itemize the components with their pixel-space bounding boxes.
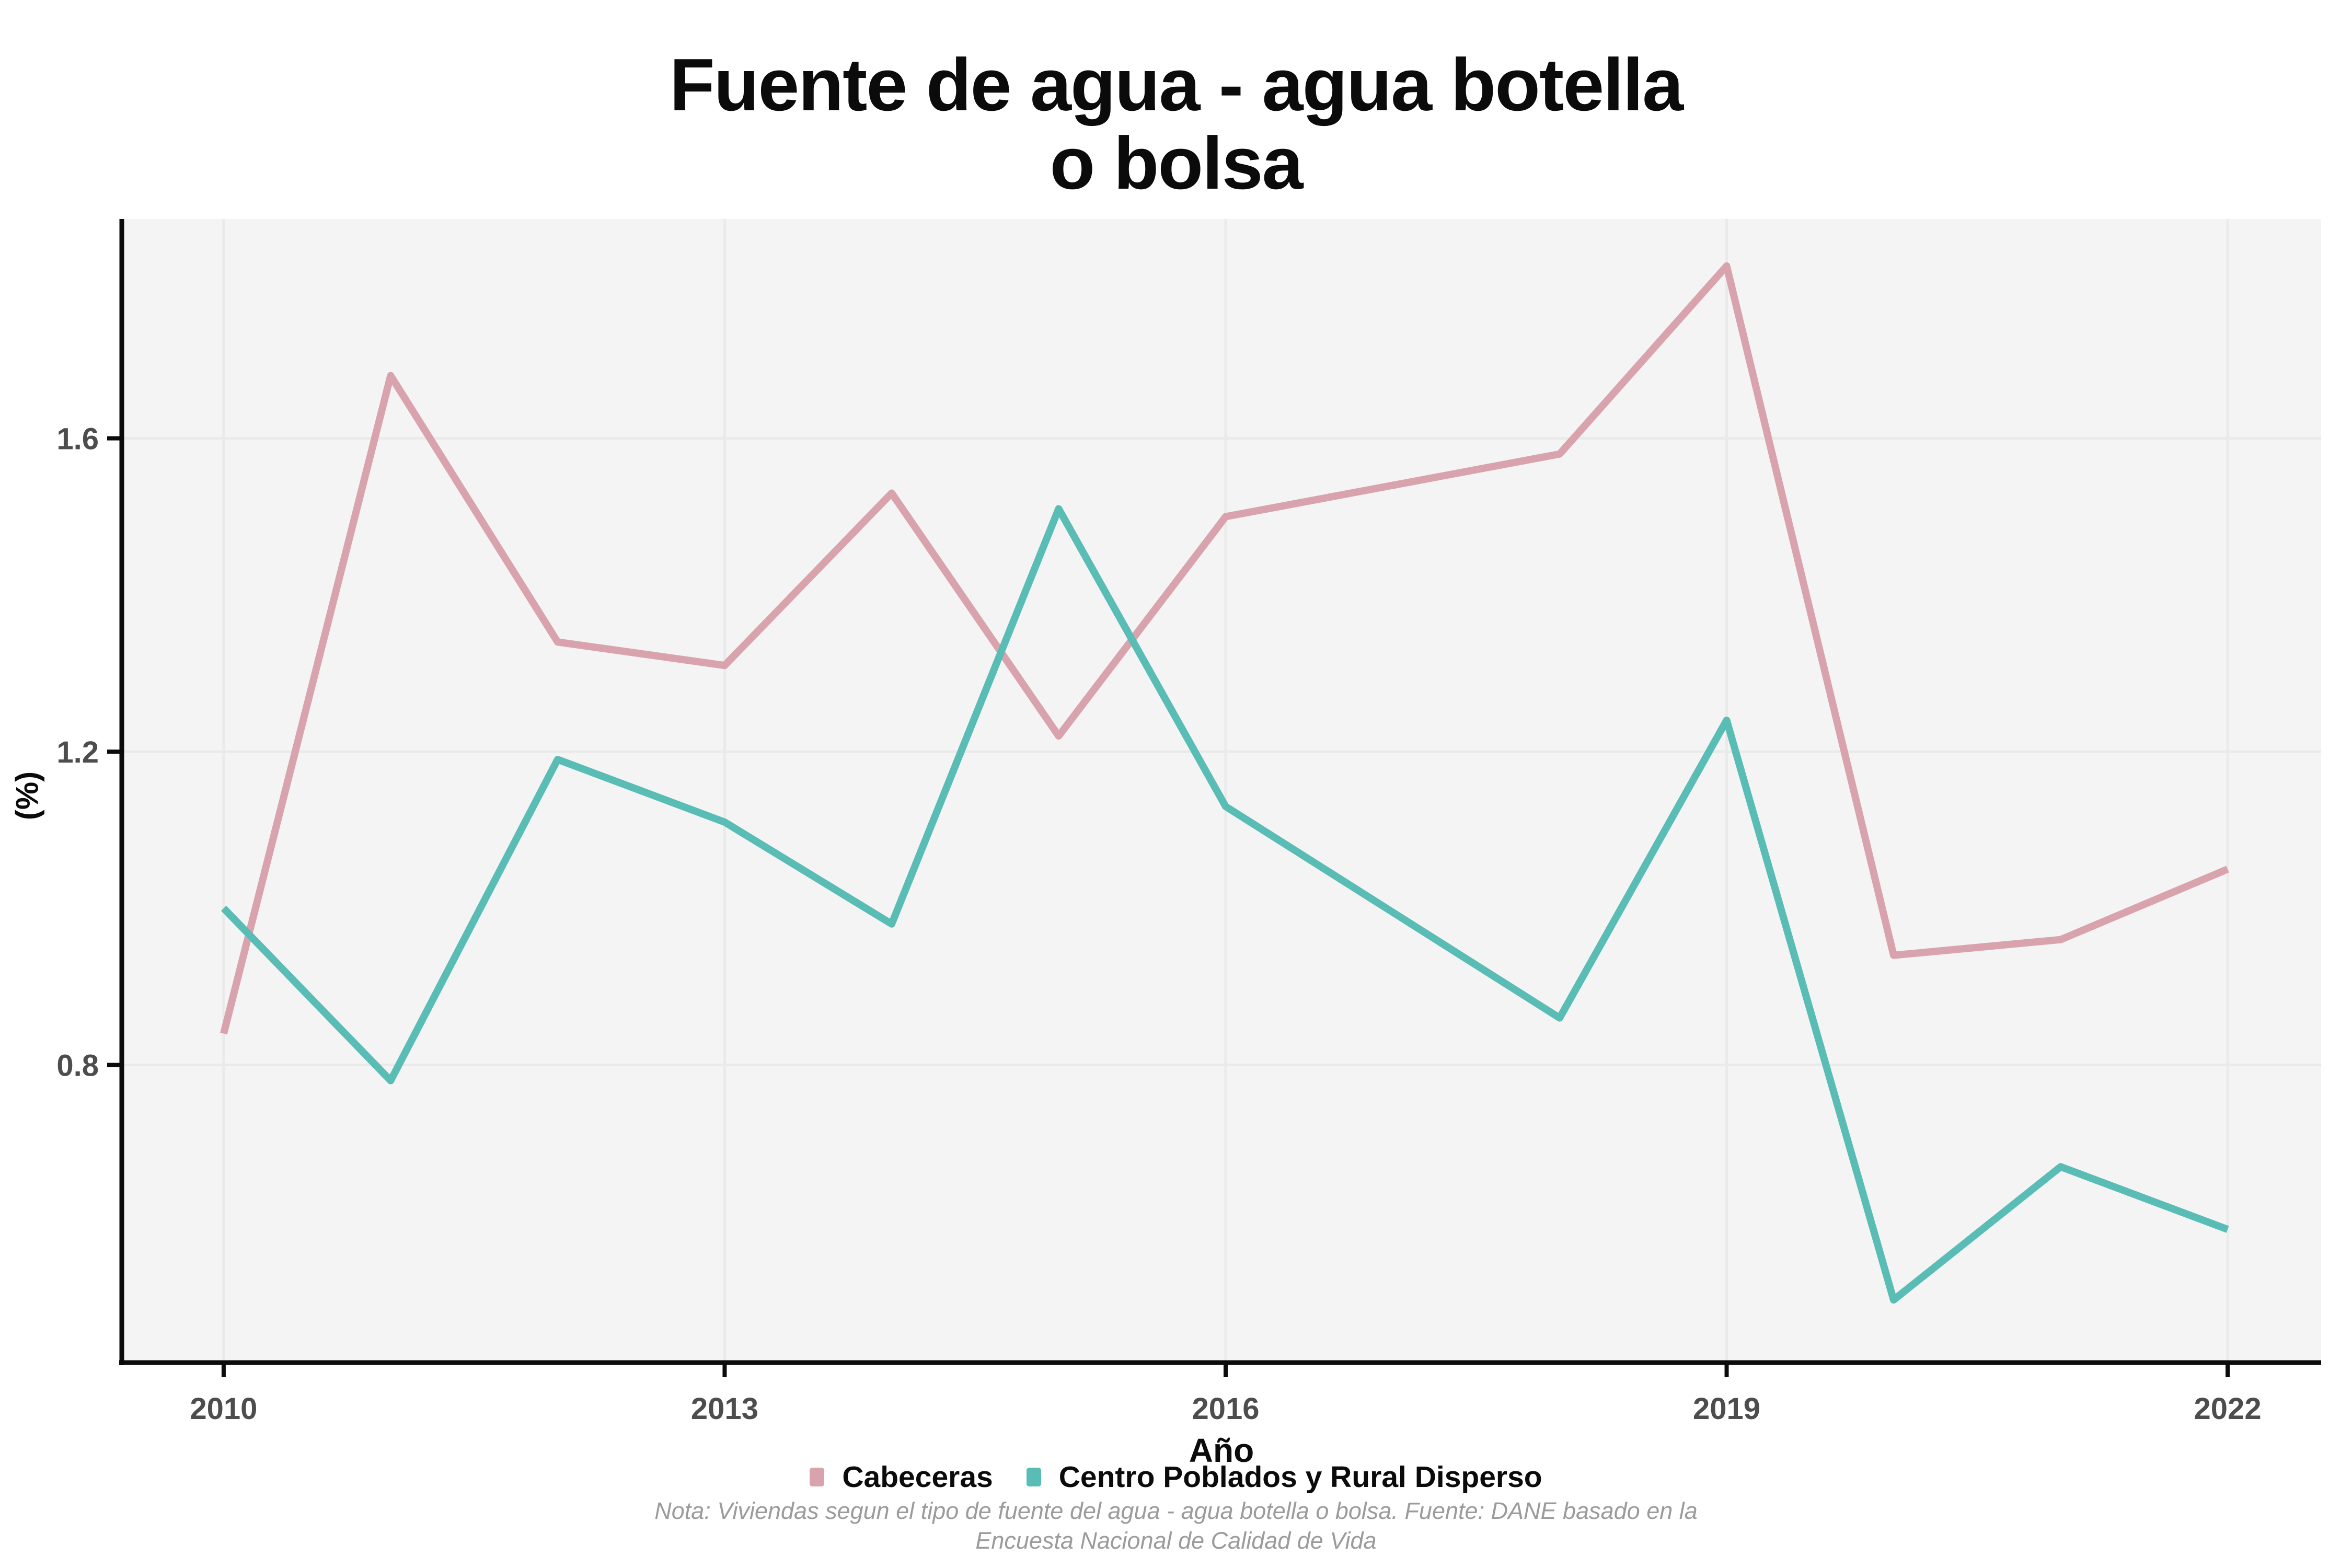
line-centro-poblados	[221, 505, 2229, 1304]
chart-title-line1: Fuente de agua - agua botella	[669, 43, 1684, 126]
x-tick-label-2010: 2010	[190, 1392, 257, 1426]
panel-background	[122, 219, 2321, 1363]
y-tick-label-1.2: 1.2	[56, 735, 99, 769]
footnote-line1: Nota: Viviendas segun el tipo de fuente …	[654, 1497, 1698, 1524]
legend-swatch-cabeceras-icon	[810, 1468, 825, 1486]
legend-swatch-centro-poblados-icon	[1026, 1468, 1041, 1486]
y-tick-label-1.6: 1.6	[56, 422, 99, 456]
chart-title-line2: o bolsa	[1050, 122, 1303, 205]
y-axis-title: (%)	[9, 771, 45, 821]
footnote-line2: Encuesta Nacional de Calidad de Vida	[975, 1527, 1377, 1554]
legend: Cabeceras Centro Poblados y Rural Disper…	[0, 1457, 2352, 1497]
footnote: Nota: Viviendas segun el tipo de fuente …	[0, 1496, 2352, 1555]
legend-item-centro-poblados: Centro Poblados y Rural Disperso	[1026, 1460, 1542, 1494]
legend-item-cabeceras: Cabeceras	[810, 1460, 993, 1494]
x-tick-label-2022: 2022	[2194, 1392, 2262, 1426]
line-cabeceras	[220, 262, 2229, 1035]
chart-title: Fuente de agua - agua botella o bolsa	[0, 46, 2352, 203]
x-tick-label-2019: 2019	[1693, 1392, 1760, 1426]
y-tick-label-0.8: 0.8	[56, 1049, 99, 1083]
x-axis-title: Año	[1189, 1432, 1254, 1469]
x-tick-label-2013: 2013	[691, 1392, 758, 1426]
legend-label-centro-poblados: Centro Poblados y Rural Disperso	[1058, 1460, 1542, 1494]
x-tick-label-2016: 2016	[1192, 1392, 1259, 1426]
legend-label-cabeceras: Cabeceras	[842, 1460, 993, 1494]
